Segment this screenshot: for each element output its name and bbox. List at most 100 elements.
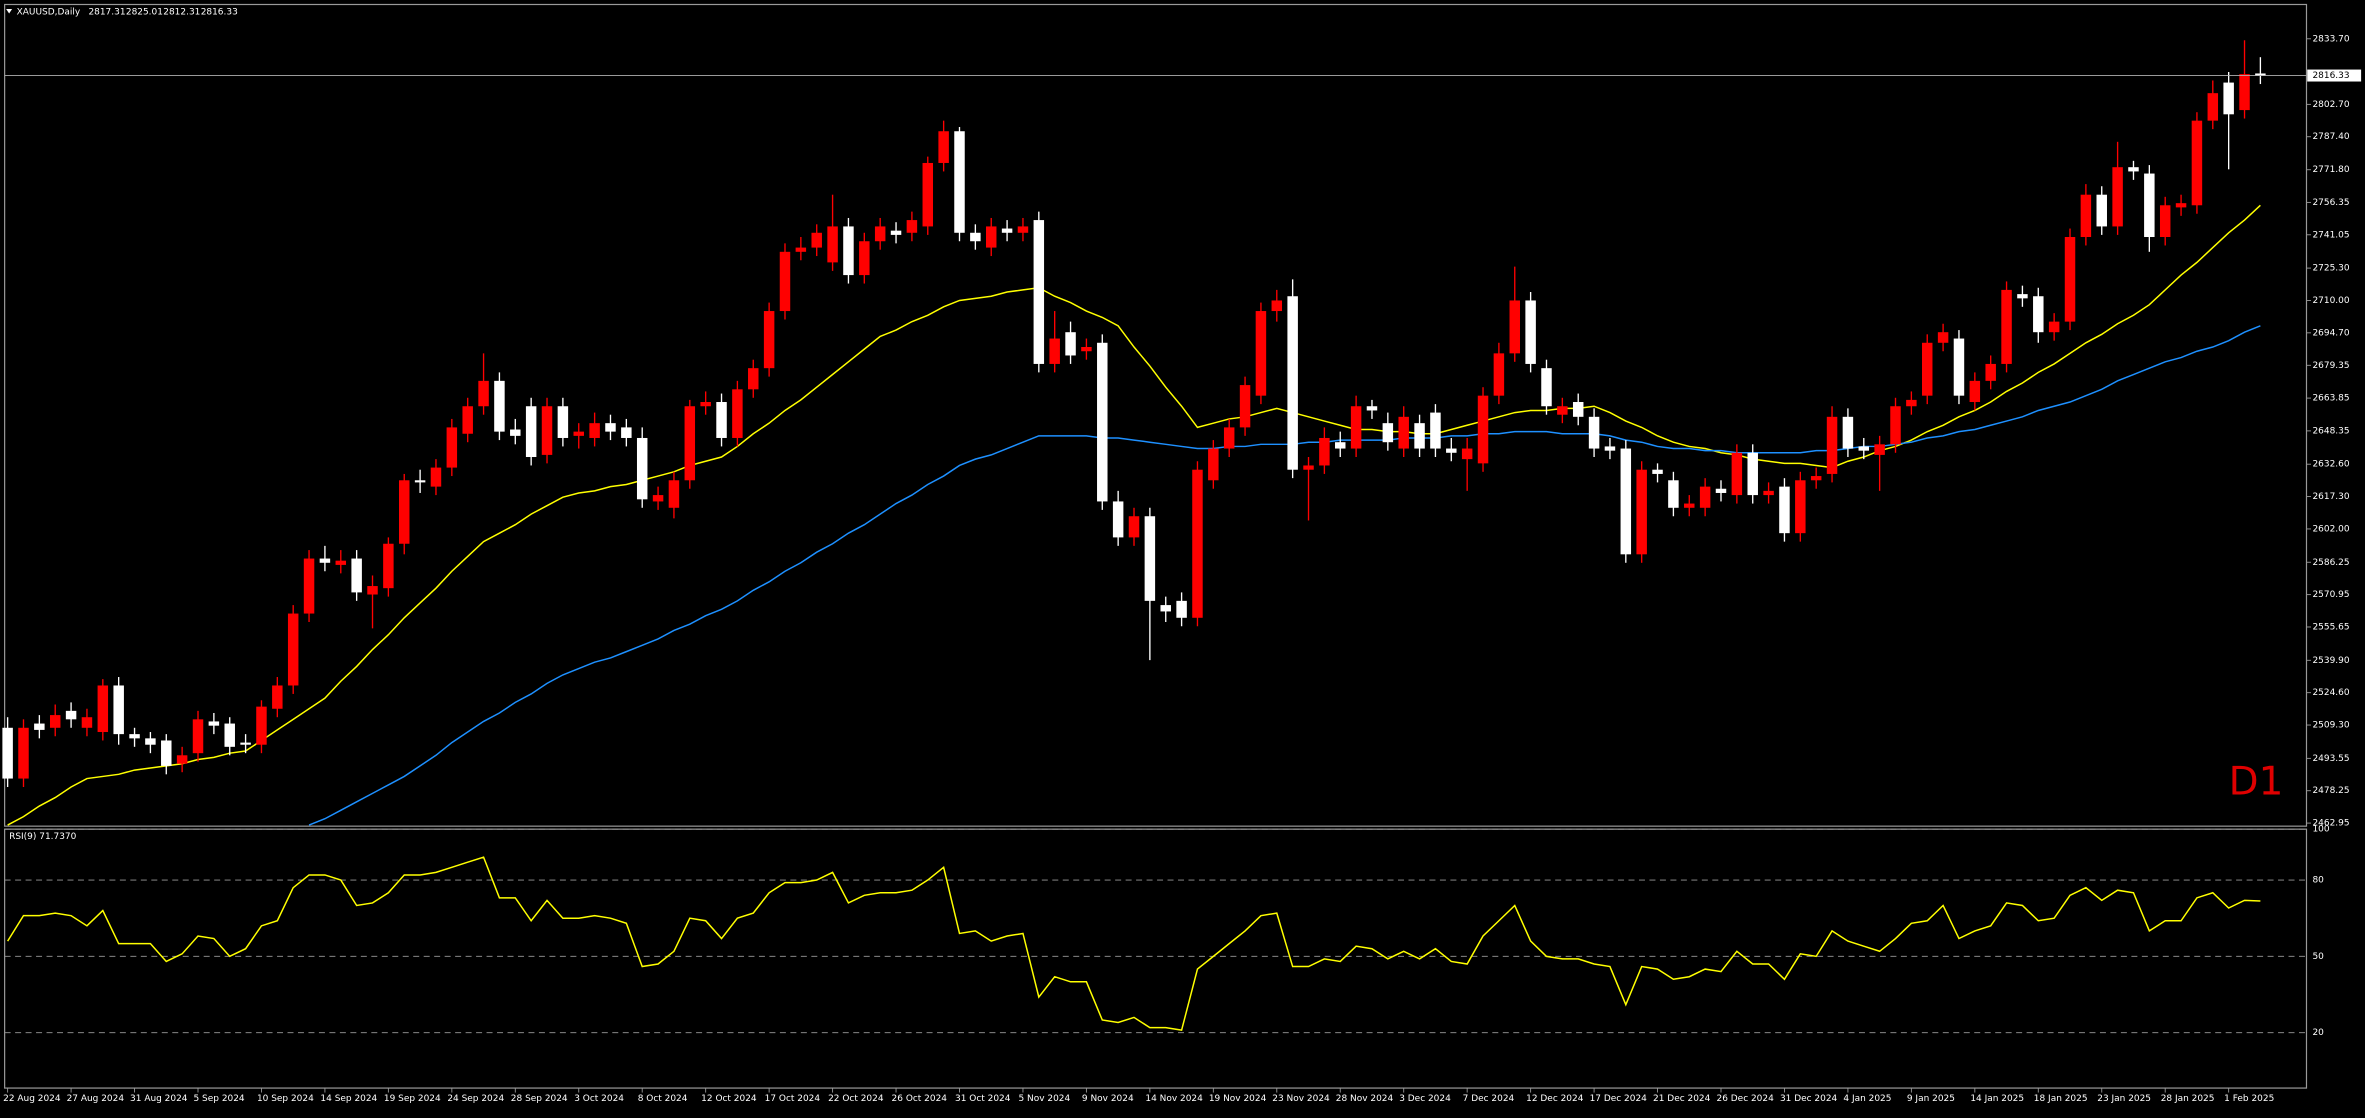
x-tick-label: 31 Dec 2024 xyxy=(1780,1094,1838,1104)
candle-body xyxy=(2096,194,2107,227)
candle-body xyxy=(2,727,13,779)
y-tick-label: 2617.30 xyxy=(2312,492,2349,502)
y-tick-label: 80 xyxy=(2312,876,2324,886)
candle-body xyxy=(1144,516,1156,601)
candle-body xyxy=(1668,480,1679,508)
x-tick-label: 14 Jan 2025 xyxy=(1970,1094,2024,1104)
candle-body xyxy=(811,232,822,248)
candle-body xyxy=(1699,486,1711,508)
candle-body xyxy=(1366,406,1378,411)
y-tick-label: 2509.30 xyxy=(2312,721,2349,731)
candle-body xyxy=(303,558,315,614)
candle-body xyxy=(256,706,267,745)
y-tick-label: 2570.95 xyxy=(2312,590,2349,600)
x-tick-label: 3 Oct 2024 xyxy=(574,1094,624,1104)
candle-body xyxy=(668,480,680,508)
candle-body xyxy=(2207,93,2219,121)
y-tick-label: 2478.25 xyxy=(2312,786,2349,796)
candle-body xyxy=(1985,363,1996,381)
candle-body xyxy=(272,685,283,709)
y-tick-label: 2663.85 xyxy=(2312,394,2349,404)
candle-body xyxy=(2175,203,2187,208)
candle-body xyxy=(1906,399,1917,407)
x-tick-label: 19 Sep 2024 xyxy=(384,1094,441,1104)
candle-body xyxy=(1890,406,1901,445)
candle-body xyxy=(557,406,569,438)
x-tick-label: 9 Nov 2024 xyxy=(1082,1094,1134,1104)
candle-body xyxy=(129,734,140,739)
y-tick-label: 20 xyxy=(2312,1028,2324,1038)
y-tick-label: 2787.40 xyxy=(2312,132,2349,142)
candle-body xyxy=(1858,446,1870,451)
x-tick-label: 28 Nov 2024 xyxy=(1336,1094,1394,1104)
candle-body xyxy=(1192,469,1203,618)
y-tick-label: 2771.80 xyxy=(2312,165,2349,175)
candle-body xyxy=(874,226,886,242)
y-tick-label: 2648.35 xyxy=(2312,426,2349,436)
candle-body xyxy=(1525,300,1536,364)
x-tick-label: 28 Jan 2025 xyxy=(2161,1094,2215,1104)
last-open: 2817.31 xyxy=(88,7,125,17)
price-panel-frame xyxy=(4,3,2308,827)
candle-body xyxy=(1763,490,1774,496)
candle-body xyxy=(1588,416,1600,449)
candle-body xyxy=(1049,338,1060,364)
candle-body xyxy=(795,247,807,252)
x-tick-label: 17 Oct 2024 xyxy=(765,1094,821,1104)
candle-body xyxy=(1081,347,1092,352)
candle-body xyxy=(1017,226,1029,233)
candle-body xyxy=(1430,412,1441,449)
candle-body xyxy=(383,543,394,589)
candle-body xyxy=(589,423,600,438)
candle-body xyxy=(1176,600,1187,618)
candle-body xyxy=(335,560,347,565)
y-tick-label: 2694.70 xyxy=(2312,328,2349,338)
x-tick-label: 19 Nov 2024 xyxy=(1209,1094,1267,1104)
candle-body xyxy=(494,380,505,432)
candle-body xyxy=(732,389,743,438)
candle-body xyxy=(1810,476,1822,481)
candle-body xyxy=(1097,342,1108,502)
x-tick-label: 22 Oct 2024 xyxy=(828,1094,884,1104)
candle-body xyxy=(525,406,537,458)
candle-body xyxy=(1795,480,1806,534)
y-tick-label: 2679.35 xyxy=(2312,361,2349,371)
candle-body xyxy=(430,467,442,487)
x-tick-label: 9 Jan 2025 xyxy=(1907,1094,1955,1104)
candle-body xyxy=(1160,605,1171,612)
candle-body xyxy=(462,406,473,434)
y-tick-label: 2802.70 xyxy=(2312,100,2349,110)
candle-body xyxy=(2033,296,2044,333)
candle-body xyxy=(1461,448,1473,460)
candle-body xyxy=(1112,501,1124,538)
candle-body xyxy=(192,719,204,754)
candle-body xyxy=(985,226,997,248)
y-tick-label: 2493.55 xyxy=(2312,754,2349,764)
candle-body xyxy=(49,715,61,728)
y-tick-label: 2710.00 xyxy=(2312,296,2349,306)
x-tick-label: 1 Feb 2025 xyxy=(2224,1094,2274,1104)
candle-body xyxy=(605,423,616,432)
candle-body xyxy=(1541,368,1552,407)
candle-body xyxy=(684,406,696,481)
x-tick-label: 28 Sep 2024 xyxy=(511,1094,568,1104)
candle-body xyxy=(970,232,981,242)
candle-body xyxy=(1255,311,1267,396)
x-tick-label: 17 Dec 2024 xyxy=(1590,1094,1648,1104)
current-price-label: 2816.33 xyxy=(2312,71,2349,81)
candle-body xyxy=(652,495,664,502)
candle-body xyxy=(1208,448,1219,481)
y-tick-label: 2741.05 xyxy=(2312,230,2349,240)
candle-body xyxy=(636,437,648,500)
candle-body xyxy=(954,131,965,233)
x-tick-label: 23 Jan 2025 xyxy=(2097,1094,2151,1104)
timeframe-label: D1 xyxy=(2229,760,2284,805)
candle-body xyxy=(1572,402,1584,417)
candle-body xyxy=(1223,427,1235,449)
x-tick-label: 3 Dec 2024 xyxy=(1399,1094,1451,1104)
current-price-box xyxy=(2307,69,2362,82)
x-tick-label: 31 Aug 2024 xyxy=(130,1094,188,1104)
candle-body xyxy=(1969,380,1981,403)
